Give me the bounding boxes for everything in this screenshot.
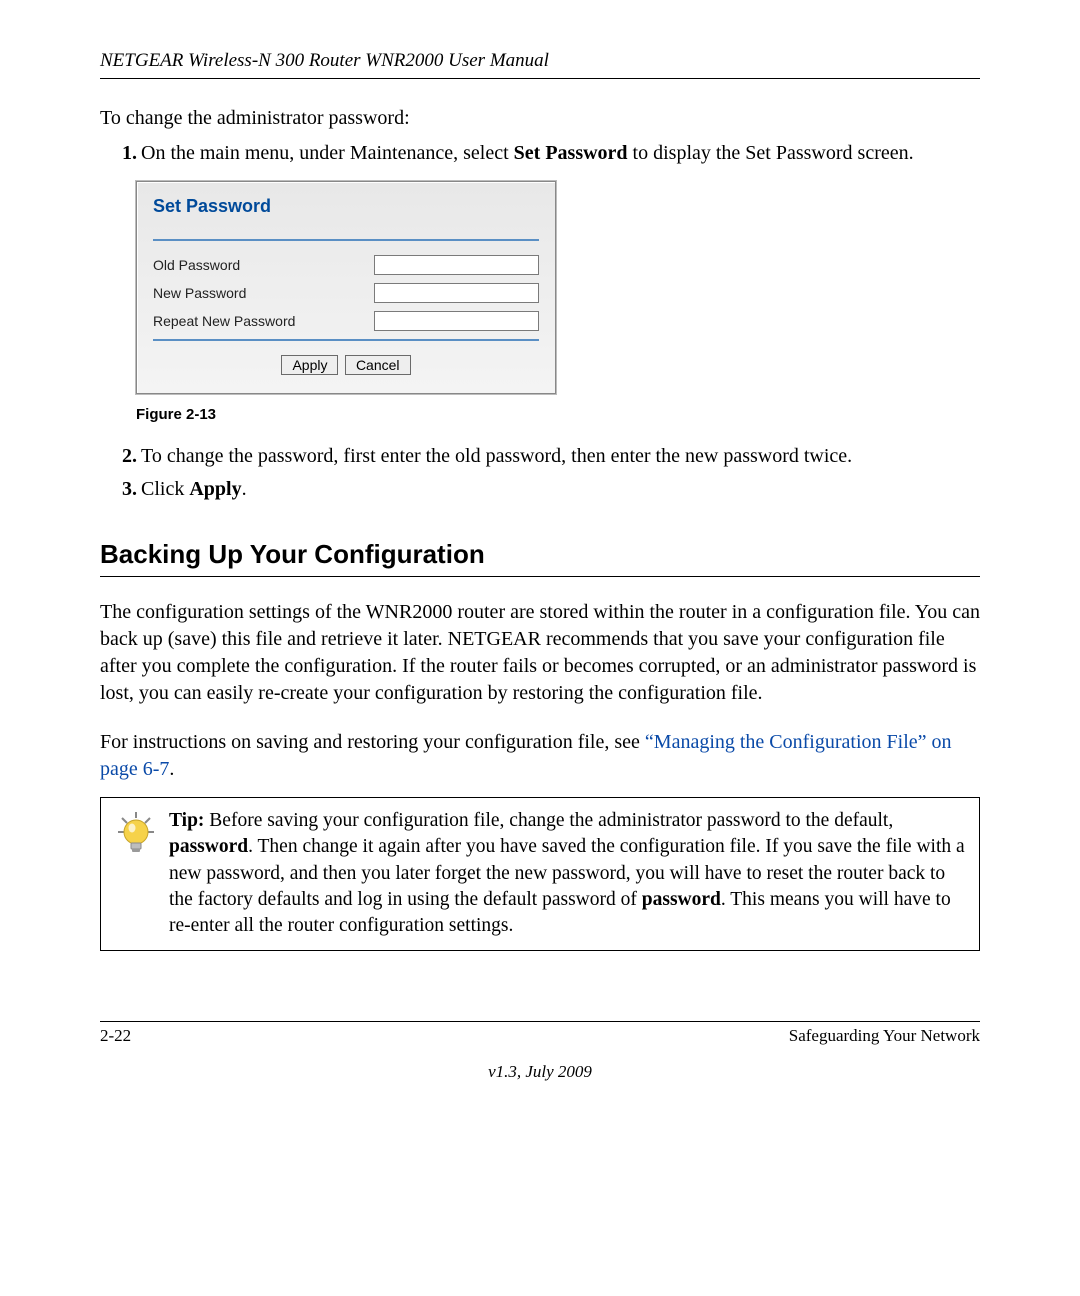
step-1: 1.On the main menu, under Maintenance, s… [122,140,980,167]
step-1-text-a: On the main menu, under Maintenance, sel… [141,142,514,164]
label-new-password: New Password [153,285,374,301]
tip-box: Tip: Before saving your configuration fi… [100,797,980,951]
footer-chapter: Safeguarding Your Network [789,1026,980,1046]
page-footer: 2-22 Safeguarding Your Network [100,1021,980,1046]
step-2-text: To change the password, first enter the … [141,445,852,467]
paragraph-2: For instructions on saving and restoring… [100,729,980,783]
page-header: NETGEAR Wireless-N 300 Router WNR2000 Us… [100,50,980,79]
row-old-password: Old Password [153,255,539,275]
set-password-panel: Set Password Old Password New Password R… [136,181,556,394]
para2-text-b: . [169,758,174,780]
repeat-password-input[interactable] [374,311,539,331]
step-1-text-b: to display the Set Password screen. [628,142,914,164]
cancel-button[interactable]: Cancel [345,355,411,375]
intro-text: To change the administrator password: [100,107,980,130]
step-3-bold: Apply [189,478,241,500]
footer-version: v1.3, July 2009 [100,1062,980,1082]
tip-text: Tip: Before saving your configuration fi… [169,808,967,940]
step-3-text-a: Click [141,478,189,500]
panel-divider-bottom [153,339,539,341]
step-3-text-b: . [242,478,247,500]
figure-caption: Figure 2-13 [136,406,980,423]
step-3: 3.Click Apply. [122,476,980,503]
step-1-number: 1. [122,142,137,164]
tip-a: Before saving your configuration file, c… [204,810,893,831]
step-3-number: 3. [122,478,137,500]
step-2-number: 2. [122,445,137,467]
paragraph-1: The configuration settings of the WNR200… [100,599,980,707]
tip-b2: password [642,889,721,910]
section-heading: Backing Up Your Configuration [100,539,980,577]
step-1-bold: Set Password [514,142,628,164]
label-repeat-password: Repeat New Password [153,313,374,329]
row-new-password: New Password [153,283,539,303]
lightbulb-icon [113,808,159,940]
para2-text-a: For instructions on saving and restoring… [100,731,645,753]
row-repeat-password: Repeat New Password [153,311,539,331]
tip-label: Tip: [169,810,204,831]
old-password-input[interactable] [374,255,539,275]
apply-button[interactable]: Apply [281,355,338,375]
panel-title: Set Password [153,196,539,217]
figure-set-password: Set Password Old Password New Password R… [136,181,980,394]
new-password-input[interactable] [374,283,539,303]
panel-divider-top [153,239,539,241]
footer-page-number: 2-22 [100,1026,131,1046]
step-2: 2.To change the password, first enter th… [122,443,980,470]
tip-b1: password [169,836,248,857]
label-old-password: Old Password [153,257,374,273]
